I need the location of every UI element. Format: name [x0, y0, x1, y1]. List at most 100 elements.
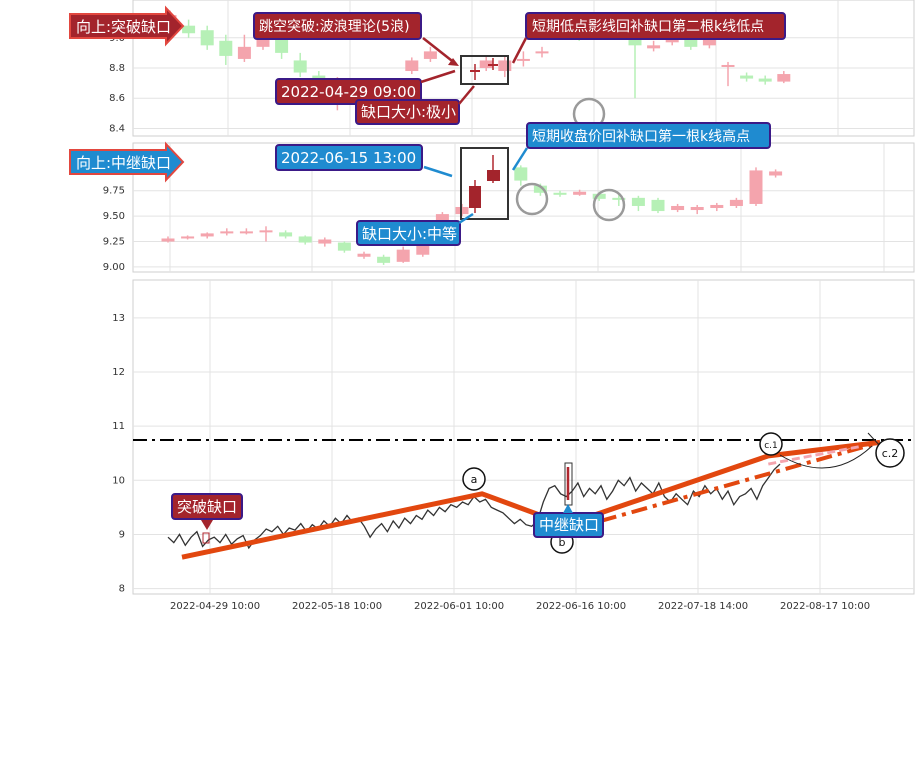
candle-body [357, 253, 371, 257]
top-gap-size-pointer [458, 85, 475, 105]
middle-fill-rule-label: 短期收盘价回补缺口第一根k线高点 [532, 128, 750, 145]
middle-date-box [275, 144, 423, 171]
candle-body [516, 58, 530, 61]
top-gap-box [460, 55, 509, 85]
point-b-label: b [559, 536, 566, 549]
candle-body [161, 238, 175, 242]
x-tick-label: 2022-06-01 10:00 [414, 601, 504, 612]
candle-body [337, 242, 351, 251]
x-tick-label: 2022-05-18 10:00 [292, 601, 382, 612]
relay-gap-label: 中继缺口 [539, 516, 599, 534]
projection-arc [779, 445, 873, 469]
candle-body [279, 232, 293, 237]
wave-label-box [253, 12, 422, 40]
candle-body [396, 249, 410, 262]
point-c1-circle [759, 432, 783, 456]
candle-body [200, 233, 214, 237]
y-tick-label: 9.50 [103, 211, 125, 222]
candle-body [553, 192, 567, 195]
candle-body [219, 40, 233, 56]
top-gap-size-box [355, 99, 460, 125]
candle-body [592, 193, 606, 199]
candle-body [777, 74, 791, 82]
candle-body [533, 185, 547, 193]
middle-panel-frame [132, 142, 915, 273]
middle-gap-candle-2 [487, 170, 500, 181]
candle-body [631, 197, 645, 206]
wave-pointer [422, 37, 457, 65]
candle-body [259, 230, 273, 233]
candle-body [237, 46, 251, 59]
candle-body [573, 191, 587, 195]
candle-body [435, 214, 449, 224]
bottom-y-ticks: 8 9 10 11 12 13 [112, 313, 125, 595]
candle-body [220, 231, 234, 234]
candle-body [647, 45, 661, 49]
middle-date-pointer [423, 165, 453, 178]
top-date-label: 2022-04-29 09:00 [281, 83, 416, 101]
candle-body [729, 199, 743, 206]
middle-fill-rule-pointer [511, 147, 529, 171]
top-tag-arrow [69, 5, 185, 47]
y-tick-label: 9 [119, 529, 125, 540]
y-tick-label: 8 [119, 584, 125, 595]
y-tick-label: 8.8 [109, 63, 125, 74]
top-tag-label: 向上:突破缺口 [76, 18, 171, 36]
top-fill-rule-label: 短期低点影线回补缺口第二根k线低点 [532, 18, 764, 35]
breakout-gap-label: 突破缺口 [177, 498, 237, 516]
candle-body [181, 236, 195, 239]
candle-body [498, 60, 512, 72]
candle-body [275, 37, 289, 53]
top-date-pointer [420, 69, 456, 84]
y-tick-label: 8.4 [109, 123, 125, 134]
middle-tag-arrow [69, 141, 185, 183]
candle-body [256, 39, 270, 47]
top-fill-rule-pointer [511, 37, 528, 64]
middle-gap-size-box [356, 220, 461, 246]
candle-body [405, 60, 419, 72]
point-a-label: a [471, 473, 478, 486]
top-date-box [275, 78, 422, 105]
candle-body [651, 199, 665, 212]
middle-date-label: 2022-06-15 13:00 [281, 149, 416, 167]
candle-body [239, 231, 253, 234]
candle-body [514, 167, 528, 181]
middle-grid [133, 143, 914, 272]
candle-body [740, 75, 754, 79]
middle-fill-rule-box [526, 122, 771, 149]
candle-body [690, 206, 704, 211]
y-tick-label: 13 [112, 313, 125, 324]
y-tick-label: 8.6 [109, 93, 125, 104]
trend-light-line [768, 445, 860, 466]
candle-body [293, 60, 307, 73]
point-c1-label: c.1 [764, 441, 778, 451]
middle-gap-size-label: 缺口大小:中等 [362, 225, 457, 243]
x-tick-label: 2022-06-16 10:00 [536, 601, 626, 612]
y-tick-label: 9.00 [103, 262, 125, 273]
bottom-grid [133, 280, 914, 594]
x-tick-label: 2022-08-17 10:00 [780, 601, 870, 612]
candle-body [769, 171, 783, 176]
candle-body [377, 256, 391, 263]
candle-body [200, 30, 214, 46]
point-c2-label: c.2 [882, 447, 899, 460]
top-y-ticks: 8.48.68.89.0 [109, 33, 125, 135]
middle-fill-circle-2 [592, 188, 626, 222]
y-tick-label: 11 [112, 421, 125, 432]
breakout-gap-box [171, 493, 243, 520]
y-tick-label: 9.25 [103, 237, 125, 248]
candle-body [702, 36, 716, 46]
middle-y-ticks: 9.00 9.25 9.50 9.75 [103, 186, 125, 273]
bottom-x-ticks: 2022-04-29 10:00 2022-05-18 10:00 2022-06-… [170, 601, 870, 612]
y-tick-label: 10 [112, 475, 125, 486]
candle-body [710, 204, 724, 209]
candle-body [758, 78, 772, 82]
middle-fill-circle-1 [515, 182, 549, 216]
candle-body [721, 64, 735, 67]
point-a-circle [462, 467, 486, 491]
middle-gap-box [460, 147, 509, 220]
breakout-gap-pointer [201, 520, 213, 530]
x-tick-label: 2022-07-18 14:00 [658, 601, 748, 612]
y-tick-label: 9.75 [103, 186, 125, 197]
